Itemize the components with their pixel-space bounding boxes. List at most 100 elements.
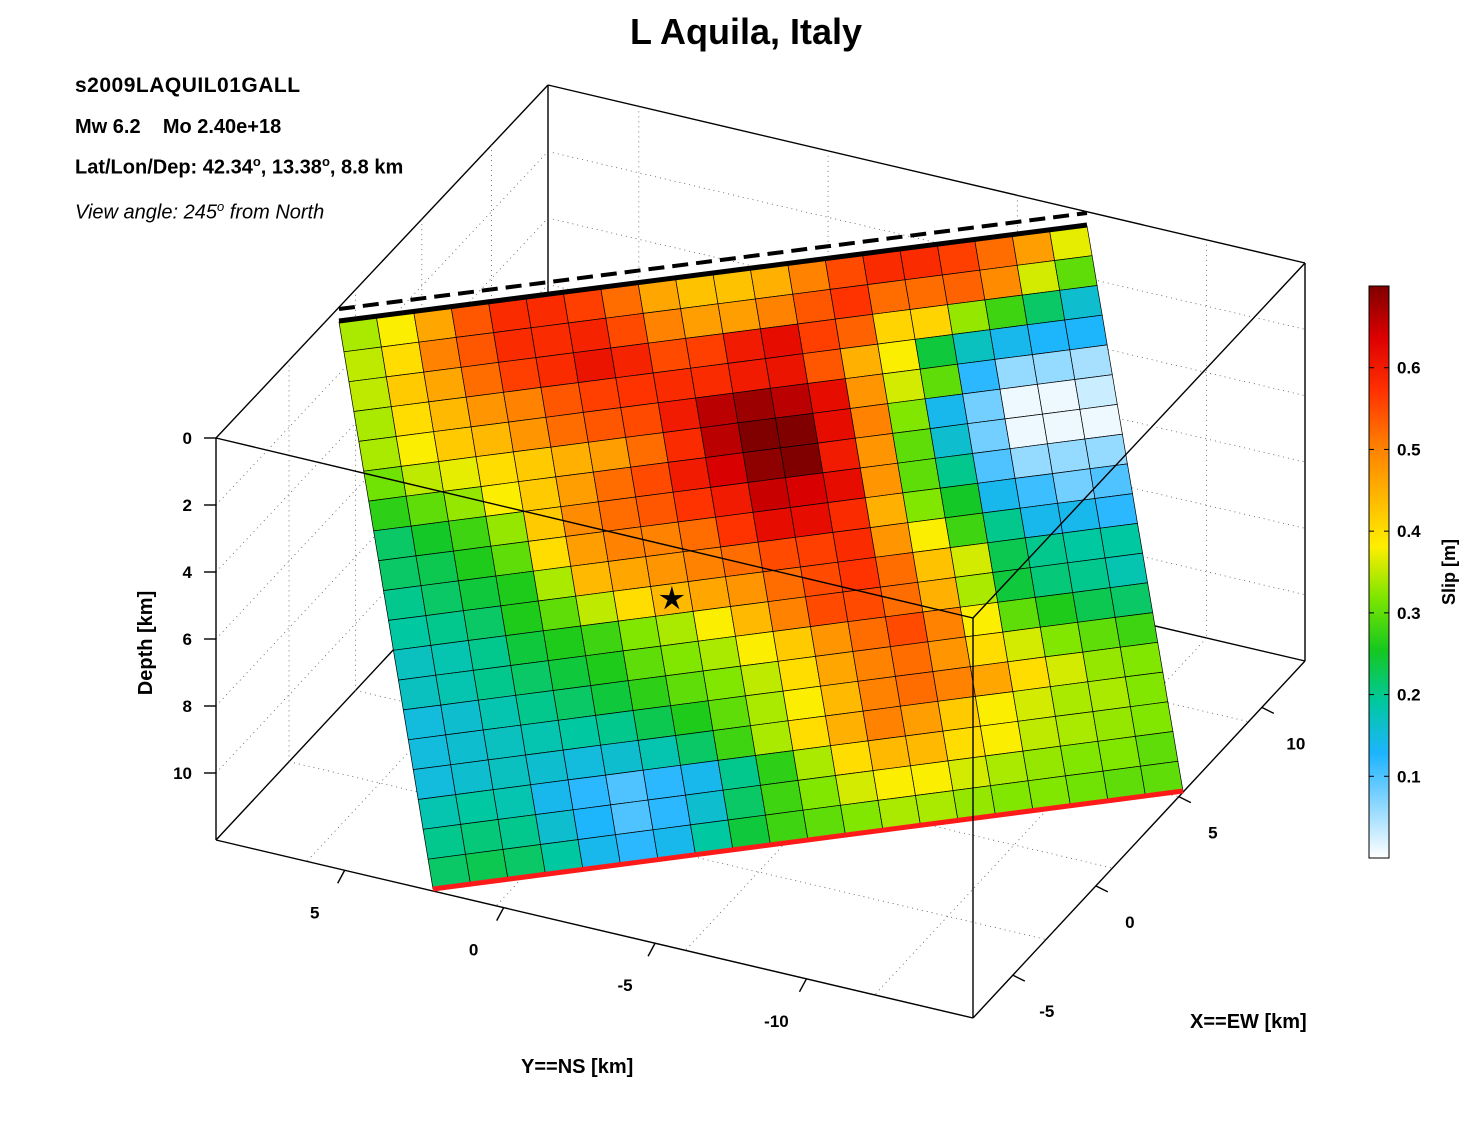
slip-patch bbox=[1129, 701, 1174, 737]
slip-patch bbox=[747, 477, 791, 513]
slip-patch bbox=[1067, 557, 1111, 593]
hypocenter-lat: Lat/Lon/Dep: 42.34 bbox=[75, 156, 253, 179]
slip-patch bbox=[642, 308, 687, 344]
slip-patch bbox=[727, 358, 771, 394]
slip-patch bbox=[495, 570, 539, 607]
slip-patch bbox=[687, 576, 731, 612]
slip-patch bbox=[665, 670, 709, 707]
slip-patch bbox=[592, 466, 637, 503]
slip-patch bbox=[577, 377, 622, 413]
slip-patch bbox=[877, 338, 921, 375]
slip-patch bbox=[829, 284, 874, 320]
slip-patch bbox=[722, 784, 766, 821]
slip-patch bbox=[867, 279, 911, 315]
box-edge bbox=[215, 84, 549, 439]
box-edge bbox=[972, 262, 1306, 619]
slip-patch bbox=[759, 323, 804, 359]
slip-patch bbox=[984, 294, 1028, 331]
slip-patch bbox=[457, 575, 502, 612]
slip-patch bbox=[725, 571, 769, 607]
slip-patch bbox=[445, 729, 489, 766]
slip-patch bbox=[854, 433, 899, 469]
moment: Mo 2.40e+18 bbox=[162, 116, 282, 138]
slip-patch bbox=[835, 770, 879, 806]
axis-ticks: 0 2 4 6 8 10 5 0 -5 -10 -5 0 5 10 bbox=[173, 429, 1305, 1031]
slip-patch bbox=[697, 635, 741, 672]
slip-patch bbox=[942, 725, 986, 762]
slip-patch bbox=[1059, 285, 1103, 321]
slip-patch bbox=[944, 512, 989, 548]
slip-patch bbox=[667, 457, 712, 493]
slip-patch bbox=[909, 304, 953, 340]
slip-patch bbox=[498, 357, 542, 393]
slip-patch bbox=[610, 342, 654, 379]
slip-patch bbox=[740, 660, 784, 697]
slip-patch bbox=[730, 601, 774, 637]
slip-patch bbox=[620, 402, 664, 438]
slip-patch bbox=[849, 403, 894, 439]
hypocenter-line: Lat/Lon/Dep: 42.34o, 13.38o, 8.8 km bbox=[75, 154, 403, 180]
slip-patch bbox=[927, 636, 971, 672]
slip-patch bbox=[615, 372, 659, 408]
slip-patch bbox=[617, 615, 662, 652]
slip-patch bbox=[982, 507, 1026, 544]
slip-patch bbox=[552, 685, 597, 721]
colorbar-tick-label: 0.4 bbox=[1397, 522, 1421, 541]
slip-patch bbox=[802, 348, 846, 384]
slip-patch bbox=[1044, 651, 1089, 688]
slip-patch bbox=[752, 507, 796, 543]
slip-patch bbox=[894, 671, 939, 707]
slip-patch bbox=[690, 363, 734, 399]
view-angle-suffix: from North bbox=[224, 201, 325, 224]
slip-patch bbox=[1036, 379, 1081, 415]
slip-patch bbox=[388, 615, 432, 651]
slip-patch bbox=[492, 784, 537, 820]
slip-patch bbox=[402, 704, 447, 741]
slip-patch bbox=[625, 432, 669, 468]
slip-patch bbox=[692, 606, 736, 642]
colorbar-tick-label: 0.5 bbox=[1397, 440, 1421, 459]
slip-patch bbox=[390, 401, 435, 437]
slip-patch bbox=[815, 651, 859, 687]
slip-patch bbox=[535, 352, 579, 388]
slip-patch bbox=[487, 754, 532, 791]
box-edge bbox=[972, 660, 1306, 1019]
slip-patch bbox=[769, 383, 814, 419]
slip-patch bbox=[462, 605, 507, 641]
slip-patch bbox=[887, 398, 931, 434]
slip-patch bbox=[937, 696, 981, 732]
degree-mark-1: o bbox=[252, 154, 261, 169]
slip-patch bbox=[508, 416, 552, 453]
slip-patch bbox=[438, 456, 482, 492]
slip-patch bbox=[392, 645, 437, 681]
y-tick-mark bbox=[798, 978, 808, 993]
slip-patch bbox=[670, 700, 714, 736]
slip-patch bbox=[565, 531, 609, 567]
slip-patch bbox=[847, 616, 891, 652]
slip-patch bbox=[892, 428, 936, 464]
slip-patch bbox=[767, 596, 811, 632]
slip-patch bbox=[742, 447, 786, 483]
slip-patch bbox=[757, 536, 801, 573]
slip-patch bbox=[794, 532, 839, 568]
slip-patch bbox=[405, 491, 449, 527]
slip-patch bbox=[490, 541, 534, 577]
slip-patch bbox=[1031, 349, 1076, 385]
slip-patch bbox=[425, 610, 469, 646]
slip-patch bbox=[962, 388, 1006, 425]
slip-patch bbox=[1109, 582, 1154, 618]
slip-patch bbox=[1022, 745, 1066, 782]
slip-patch bbox=[777, 656, 821, 692]
slip-patch bbox=[722, 328, 766, 364]
slip-patch bbox=[959, 601, 1004, 638]
slip-patch bbox=[967, 418, 1011, 454]
slip-patch bbox=[754, 293, 799, 330]
slip-patch bbox=[662, 427, 707, 463]
slip-patch bbox=[532, 565, 577, 602]
slip-patch bbox=[530, 322, 574, 358]
slip-patch bbox=[422, 824, 466, 860]
colorbar-tick-label: 0.6 bbox=[1397, 359, 1421, 378]
slip-patch bbox=[922, 606, 966, 643]
x-tick-mark bbox=[1178, 796, 1192, 804]
